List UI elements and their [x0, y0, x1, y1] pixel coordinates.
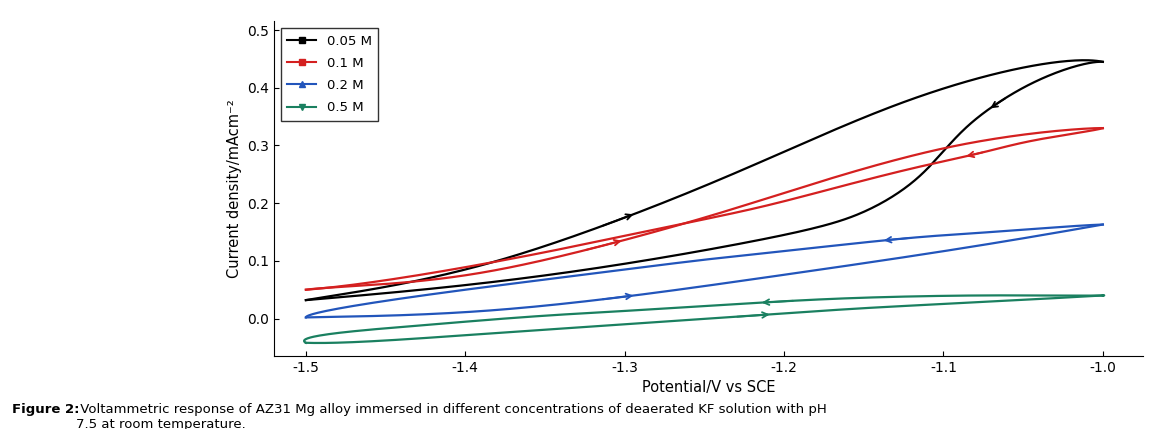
Y-axis label: Current density/mAcm⁻²: Current density/mAcm⁻²	[226, 100, 241, 278]
X-axis label: Potential/V vs SCE: Potential/V vs SCE	[641, 381, 775, 396]
Text: Figure 2:: Figure 2:	[12, 403, 79, 416]
Legend: 0.05 M, 0.1 M, 0.2 M, 0.5 M: 0.05 M, 0.1 M, 0.2 M, 0.5 M	[281, 28, 379, 121]
Text: Voltammetric response of AZ31 Mg alloy immersed in different concentrations of d: Voltammetric response of AZ31 Mg alloy i…	[76, 403, 827, 429]
